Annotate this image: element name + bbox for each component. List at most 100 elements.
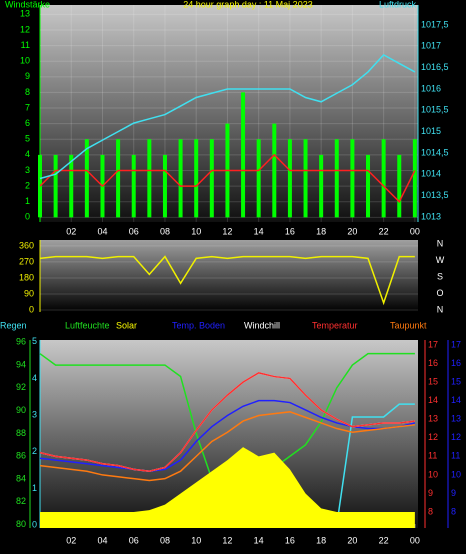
series-line — [39, 255, 415, 306]
direction-label: O — [436, 288, 443, 298]
y-tick-label: 9 — [428, 488, 433, 498]
x-tick-label: 20 — [347, 226, 357, 236]
y-tick-label: 1016,5 — [421, 62, 449, 72]
x-tick-label: 10 — [191, 535, 201, 545]
x-tick-label: 22 — [379, 535, 389, 545]
y2-axis-title: Luftdruck — [379, 0, 417, 9]
y-tick-label: 360 — [19, 240, 34, 250]
y-tick-label: 10 — [20, 56, 30, 66]
x-tick-label: 06 — [129, 226, 139, 236]
y-tick-label: 11 — [428, 451, 437, 461]
y-tick-label: 12 — [428, 432, 438, 442]
legend-label: Windchill — [244, 320, 280, 330]
x-tick-label: 06 — [129, 535, 139, 545]
y-tick-label: 90 — [16, 405, 26, 415]
y-tick-label: 13 — [20, 9, 30, 19]
y-tick-label: 90 — [24, 288, 34, 298]
x-tick-label: 10 — [191, 226, 201, 236]
y-tick-label: 13 — [451, 414, 461, 424]
y-tick-label: 80 — [16, 519, 26, 529]
x-tick-label: 04 — [97, 535, 107, 545]
y-tick-label: 88 — [16, 428, 26, 438]
x-tick-label: 00 — [410, 226, 420, 236]
y-tick-label: 10 — [451, 469, 461, 479]
direction-label: S — [437, 271, 443, 281]
y-tick-label: 0 — [29, 304, 34, 314]
y-tick-label: 4 — [25, 149, 30, 159]
y-tick-label: 2 — [32, 446, 37, 456]
y-tick-label: 3 — [25, 165, 30, 175]
x-tick-label: 00 — [410, 535, 420, 545]
y-tick-label: 8 — [451, 506, 456, 516]
y-tick-label: 1015,5 — [421, 105, 449, 115]
y-tick-label: 1013 — [421, 211, 441, 221]
y-tick-label: 1017 — [421, 41, 441, 51]
x-tick-label: 22 — [379, 226, 389, 236]
y-tick-label: 5 — [25, 134, 30, 144]
plot-area — [40, 240, 418, 312]
direction-label: N — [437, 238, 444, 248]
y-tick-label: 10 — [428, 469, 438, 479]
y-tick-label: 94 — [16, 359, 26, 369]
y-tick-label: 84 — [16, 473, 26, 483]
x-tick-label: 08 — [160, 535, 170, 545]
y-tick-label: 1013,5 — [421, 190, 449, 200]
direction-label: W — [436, 255, 445, 265]
y-tick-label: 12 — [20, 24, 30, 34]
x-tick-label: 12 — [222, 226, 232, 236]
y-tick-label: 82 — [16, 496, 26, 506]
y-tick-label: 1 — [32, 483, 37, 493]
y-tick-label: 1014 — [421, 169, 441, 179]
x-tick-label: 12 — [222, 535, 232, 545]
series-line — [39, 372, 415, 472]
y-tick-label: 11 — [451, 451, 460, 461]
legend-label: Regen — [0, 320, 27, 330]
y-tick-label: 13 — [428, 414, 438, 424]
x-tick-label: 16 — [285, 535, 295, 545]
y-tick-label: 2 — [25, 180, 30, 190]
x-tick-label: 20 — [347, 535, 357, 545]
y-tick-label: 8 — [25, 87, 30, 97]
direction-label: N — [437, 304, 444, 314]
x-tick-label: 18 — [316, 226, 326, 236]
y-tick-label: 8 — [428, 506, 433, 516]
y-tick-label: 9 — [451, 488, 456, 498]
y-tick-label: 12 — [451, 432, 461, 442]
series-line — [39, 53, 416, 180]
y-tick-label: 0 — [25, 212, 30, 222]
y-tick-label: 11 — [21, 40, 30, 50]
y-tick-label: 180 — [19, 272, 34, 282]
y-tick-label: 86 — [16, 451, 26, 461]
y-tick-label: 14 — [451, 395, 461, 405]
x-tick-label: 08 — [160, 226, 170, 236]
y-tick-label: 16 — [451, 358, 461, 368]
legend-label: Temp. Boden — [172, 320, 225, 330]
y-tick-label: 6 — [25, 118, 30, 128]
y-tick-label: 0 — [32, 519, 37, 529]
y-tick-label: 14 — [428, 395, 438, 405]
legend-label: Temperatur — [312, 320, 358, 330]
y-tick-label: 270 — [19, 256, 34, 266]
x-tick-label: 14 — [254, 535, 264, 545]
y-tick-label: 1016 — [421, 83, 441, 93]
y-tick-label: 7 — [25, 102, 30, 112]
y-tick-label: 1017,5 — [421, 19, 449, 29]
y-tick-label: 1014,5 — [421, 147, 449, 157]
y-tick-label: 92 — [16, 382, 26, 392]
y-tick-label: 17 — [451, 339, 461, 349]
x-tick-label: 04 — [97, 226, 107, 236]
y-tick-label: 5 — [32, 336, 37, 346]
legend-label: Luftfeuchte — [65, 320, 110, 330]
y-tick-label: 17 — [428, 339, 438, 349]
legend-label: Taupunkt — [390, 320, 427, 330]
chart-title: 24 hour graph day : 11 Maj 2023 — [183, 0, 312, 9]
y-tick-label: 9 — [25, 71, 30, 81]
area — [40, 447, 415, 528]
y-axis-title: Windstärke — [5, 0, 50, 9]
x-tick-label: 02 — [66, 226, 76, 236]
x-tick-label: 16 — [285, 226, 295, 236]
x-tick-label: 18 — [316, 535, 326, 545]
x-tick-label: 14 — [254, 226, 264, 236]
y-tick-label: 4 — [32, 373, 37, 383]
